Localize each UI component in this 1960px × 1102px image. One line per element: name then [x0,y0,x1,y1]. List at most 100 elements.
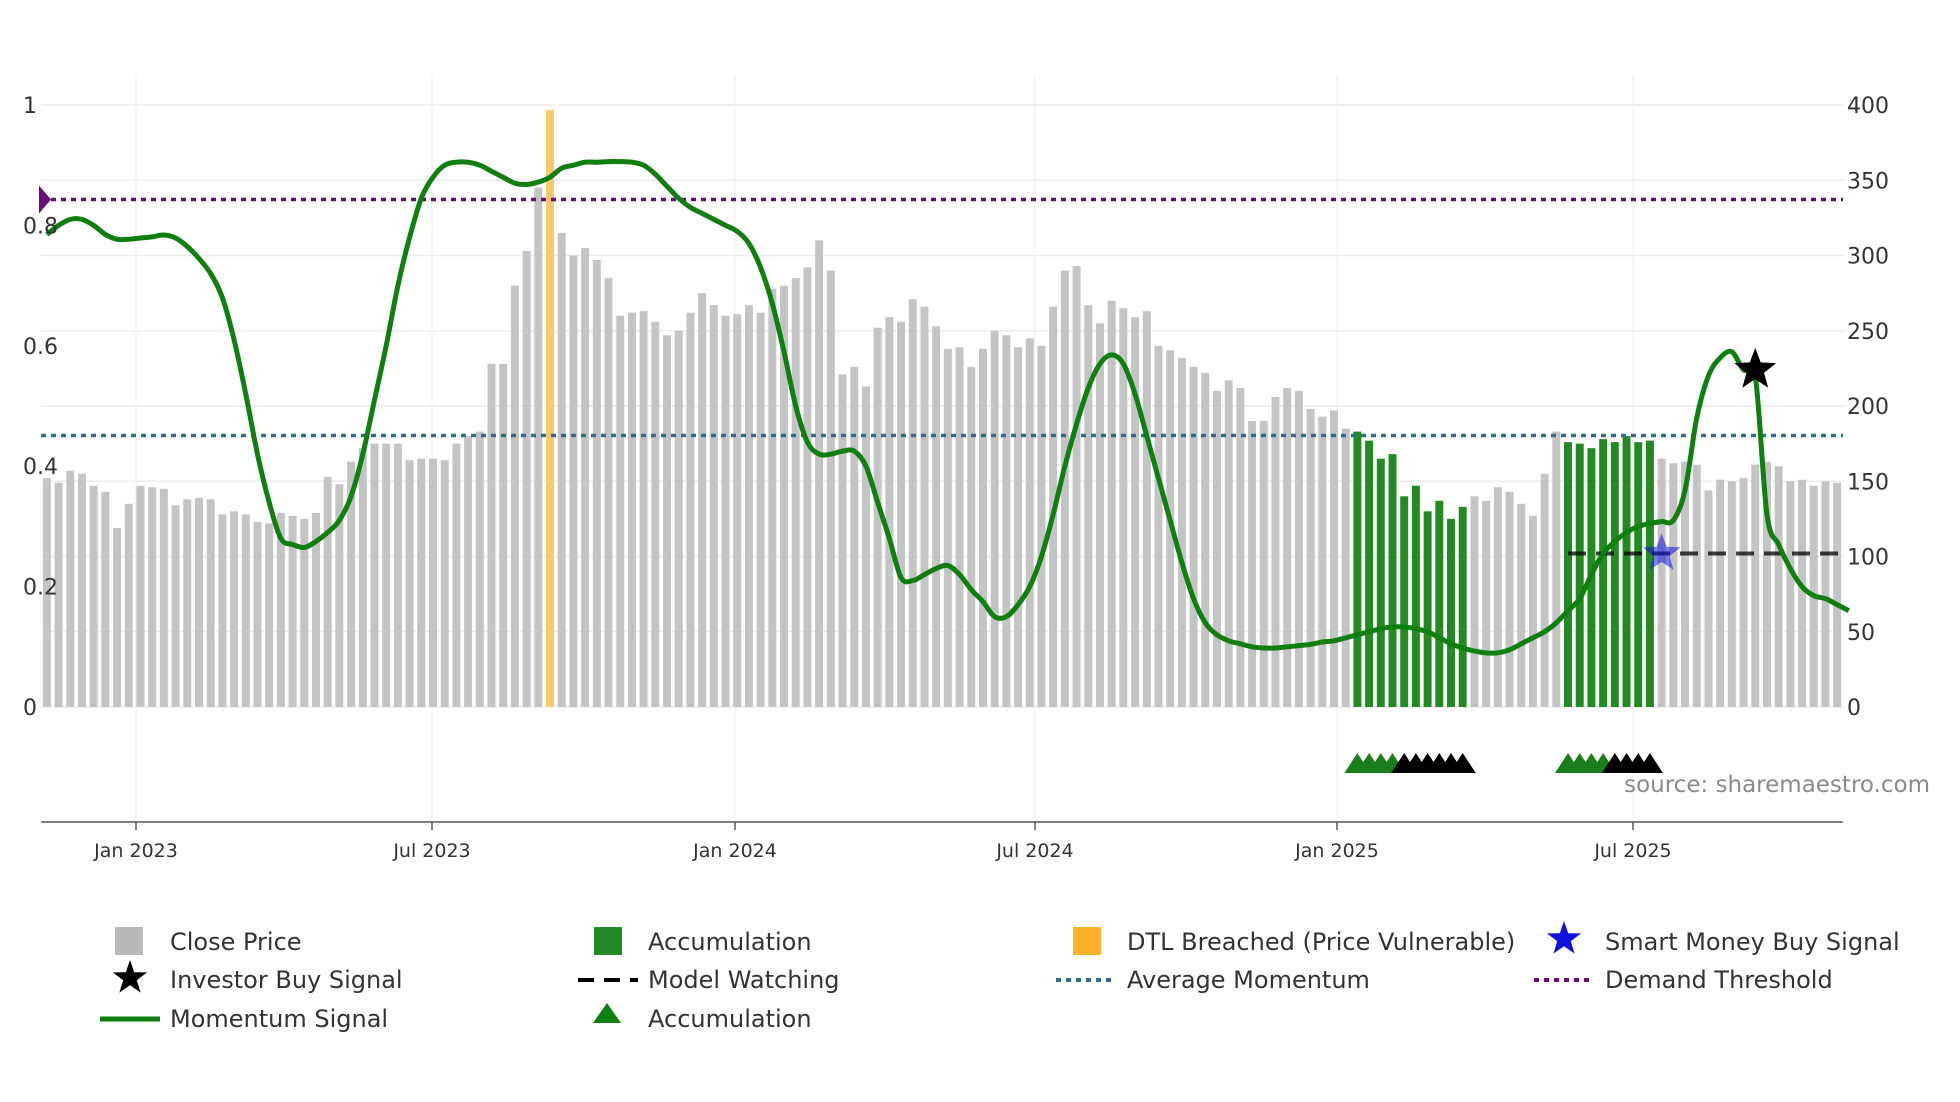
close-price-bar [1259,421,1268,707]
close-price-bar [1294,390,1303,707]
close-price-bar [826,270,835,707]
close-price-bar [89,485,98,707]
close-price-bar [1762,461,1771,707]
close-price-bar [464,436,473,707]
close-price-bar [932,326,941,707]
accumulation-bar [1447,518,1455,707]
close-price-bar [920,306,929,707]
x-tick-label: Jan 2024 [692,840,777,862]
accumulation-bar [1435,500,1444,707]
y-right-tick-label: 100 [1847,546,1889,571]
accumulation-bar [1376,458,1385,707]
close-price-bar [978,348,987,707]
bars-layer [42,110,1842,708]
x-tick-label: Jul 2024 [995,840,1073,862]
close-price-bar [1131,317,1140,707]
close-price-bar [698,293,707,707]
close-price-bar [908,299,917,707]
close-price-bar [967,366,976,707]
close-price-bar [253,521,262,707]
close-price-bar [1119,308,1128,707]
close-price-bar [358,448,367,707]
close-price-bar [1177,357,1186,707]
accumulation-bar [1458,506,1467,707]
close-price-bar [1657,458,1666,707]
close-price-bar [1107,300,1116,707]
close-price-bar [815,240,824,707]
close-price-bar [522,250,531,708]
y-left-tick-label: 0.6 [23,335,58,360]
close-price-bar [1540,473,1549,707]
close-price-bar [1213,390,1221,707]
y-right-tick-label: 300 [1847,245,1889,270]
y-right-tick-label: 250 [1847,320,1889,345]
close-price-bar [54,482,63,707]
x-tick-label: Jan 2023 [93,840,178,862]
legend-average-momentum-label: Average Momentum [1127,966,1370,994]
close-price-bar [1833,482,1842,707]
close-price-bar [768,288,777,707]
close-price-bar [943,348,952,707]
close-price-bar [1025,338,1034,707]
close-price-bar [1739,478,1748,707]
y-right-tick-label: 200 [1847,395,1889,420]
legend-momentum-signal-label: Momentum Signal [170,1005,388,1033]
demand-threshold-marker [39,185,51,214]
close-price-bar [171,505,180,707]
smart-money-buy-signal-marker [1642,533,1681,570]
y-left-tick-label: 0 [23,696,37,721]
y-left-tick-label: 0.4 [23,455,58,480]
close-price-bar [1751,464,1760,707]
close-price-bar [1201,372,1210,707]
legend-model-watching-label: Model Watching [648,966,840,994]
close-price-bar [1727,481,1736,707]
legend-accumulation-marker-label: Accumulation [648,1005,812,1033]
close-price-bar [1084,305,1093,707]
close-price-bar [417,458,426,707]
close-price-bar [1681,461,1690,707]
legend-close-price-label: Close Price [170,928,302,956]
close-price-bar [709,305,718,707]
close-price-bar [1095,323,1104,707]
accumulation-bar [1388,454,1397,707]
close-price-bar [990,330,999,707]
accumulation-marker [1636,753,1663,773]
close-price-bar [347,461,356,707]
close-price-bar [1283,387,1292,707]
close-price-bar [300,518,309,707]
close-price-bar [1774,466,1783,707]
close-price-bar [534,187,543,707]
close-price-bar [639,311,648,707]
accumulation-bar [1400,496,1409,707]
legend-close-price-swatch [115,927,143,955]
close-price-bar [627,312,636,707]
close-price-bar [206,499,215,707]
legend-smart-money-buy-signal-icon [1546,921,1582,954]
close-price-bar [429,458,437,707]
close-price-bar [230,511,239,707]
close-price-bar [499,363,508,707]
close-price-bar [955,347,964,707]
close-price-bar [838,374,847,707]
close-price-bar [218,514,227,707]
close-price-bar [113,527,122,707]
close-price-bar [780,285,789,707]
x-tick-label: Jul 2023 [392,840,470,862]
close-price-bar [581,247,590,707]
close-price-bar [42,478,51,707]
y-right-tick-label: 0 [1847,696,1861,721]
close-price-bar [803,267,812,707]
accumulation-bar [1645,440,1654,707]
accumulation-bar [1610,442,1619,707]
close-price-bar [1002,335,1011,707]
legend-investor-buy-signal-label: Investor Buy Signal [170,966,403,994]
accumulation-bar [1634,442,1643,707]
accumulation-bar [1599,439,1608,707]
close-price-bar [756,312,765,707]
close-price-bar [557,232,566,708]
close-price-bar [382,443,391,707]
markers-layer [1344,347,1777,773]
close-price-bar [651,321,660,707]
close-price-bar [1271,396,1280,707]
close-price-bar [1072,266,1081,707]
